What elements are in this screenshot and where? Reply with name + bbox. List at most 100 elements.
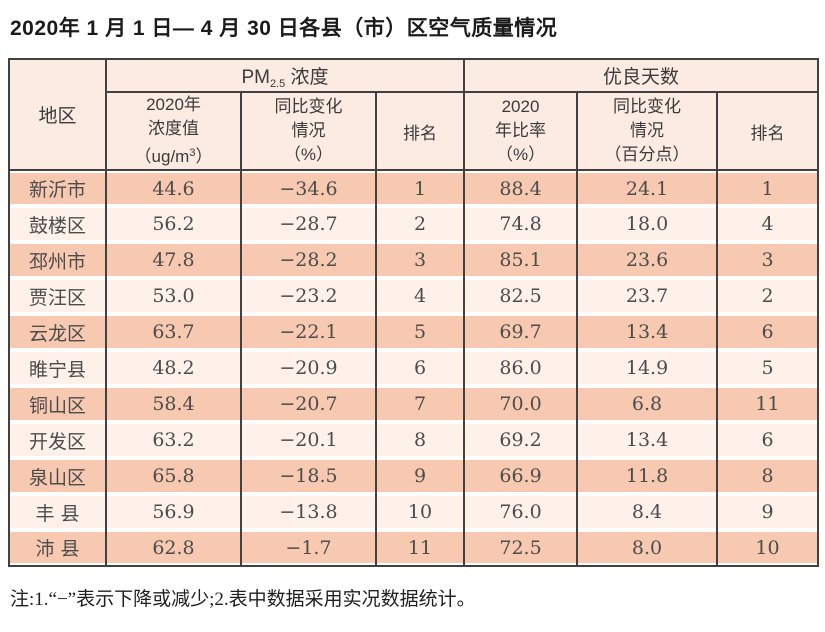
days-rank-cell: 5 — [716, 350, 820, 386]
table-header: 地区 PM2.5 浓度 优良天数 2020年 浓度值 （ug/m3） 同比变化 … — [8, 58, 820, 171]
pm-change-cell: −20.9 — [240, 350, 377, 386]
days-change-cell: 8.4 — [576, 494, 719, 530]
pm-conc-cell: 48.2 — [105, 350, 242, 386]
header-sub-row: 2020年 浓度值 （ug/m3） 同比变化 情况 （%） 排名 2020 年比… — [9, 91, 820, 171]
pm-conc-cell: 63.2 — [105, 422, 242, 458]
pm-change-cell: −34.6 — [240, 170, 377, 206]
pm-change-cell: −20.1 — [240, 422, 377, 458]
days-change-cell: 6.8 — [576, 386, 719, 422]
days-rank-cell: 1 — [716, 170, 820, 206]
ratio-cell: 66.9 — [463, 458, 579, 494]
pm-rank-cell: 4 — [374, 278, 466, 314]
ratio-cell: 69.2 — [463, 422, 579, 458]
ratio-cell: 76.0 — [463, 494, 579, 530]
pm-rank-cell: 8 — [374, 422, 466, 458]
ratio-cell: 82.5 — [463, 278, 579, 314]
header-ratio-line2: 年比率 — [495, 121, 547, 140]
header-concentration-unit: （ug/m3） — [107, 141, 240, 169]
pm-rank-cell: 3 — [374, 242, 466, 278]
pm-rank-cell: 2 — [374, 206, 466, 242]
pm25-subscript: 2.5 — [269, 77, 286, 90]
table-row: 邳州市 47.8 −28.2 3 85.1 23.6 3 — [8, 242, 820, 278]
header-pm-change-line2: 情况 — [291, 121, 326, 140]
pm-rank-cell: 5 — [374, 314, 466, 350]
header-days-change: 同比变化 情况 （百分点） — [576, 91, 719, 171]
unit-superscript: 3 — [189, 147, 196, 159]
pm-rank-cell: 10 — [374, 494, 466, 530]
pm-conc-cell: 56.2 — [105, 206, 242, 242]
header-days-rank: 排名 — [716, 91, 820, 171]
header-good-days-group: 优良天数 — [463, 58, 820, 93]
days-rank-cell: 6 — [716, 314, 820, 350]
pm-conc-cell: 65.8 — [105, 458, 242, 494]
days-change-cell: 13.4 — [576, 314, 719, 350]
page-title: 2020年 1 月 1 日— 4 月 30 日各县（市）区空气质量情况 — [10, 17, 558, 40]
ratio-cell: 69.7 — [463, 314, 579, 350]
pm-rank-cell: 9 — [374, 458, 466, 494]
region-cell: 邳州市 — [8, 242, 107, 278]
days-change-cell: 8.0 — [576, 530, 719, 566]
days-rank-cell: 2 — [716, 278, 820, 314]
days-rank-cell: 4 — [716, 206, 820, 242]
region-cell: 开发区 — [8, 422, 107, 458]
table-row: 沛 县 62.8 −1.7 11 72.5 8.0 10 — [8, 530, 820, 566]
pm-conc-cell: 58.4 — [105, 386, 242, 422]
days-rank-cell: 10 — [716, 530, 820, 566]
ratio-cell: 70.0 — [463, 386, 579, 422]
pm-conc-cell: 53.0 — [105, 278, 242, 314]
header-pm-change: 同比变化 情况 （%） — [240, 91, 377, 171]
pm-change-cell: −23.2 — [240, 278, 377, 314]
pm-rank-cell: 6 — [374, 350, 466, 386]
header-concentration-line2: 浓度值 — [148, 119, 199, 138]
region-cell: 沛 县 — [8, 530, 107, 566]
header-pm-change-unit: （%） — [283, 145, 334, 164]
pm-conc-cell: 56.9 — [105, 494, 242, 530]
pm-change-cell: −20.7 — [240, 386, 377, 422]
header-pm-rank: 排名 — [374, 91, 466, 171]
footnote: 注:1.“−”表示下降或减少;2.表中数据采用实况数据统计。 — [10, 589, 476, 610]
table-row: 泉山区 65.8 −18.5 9 66.9 11.8 8 — [8, 458, 820, 494]
table-row: 铜山区 58.4 −20.7 7 70.0 6.8 11 — [8, 386, 820, 422]
header-ratio-unit: （%） — [495, 145, 546, 164]
table-row: 鼓楼区 56.2 −28.7 2 74.8 18.0 4 — [8, 206, 820, 242]
table-body: 新沂市 44.6 −34.6 1 88.4 24.1 1 鼓楼区 56.2 −2… — [8, 170, 820, 566]
pm-change-cell: −28.2 — [240, 242, 377, 278]
region-cell: 铜山区 — [8, 386, 107, 422]
header-concentration-line1: 2020年 — [146, 95, 201, 114]
table-row: 新沂市 44.6 −34.6 1 88.4 24.1 1 — [8, 170, 820, 206]
header-pm25-group: PM2.5 浓度 — [104, 58, 466, 93]
days-change-cell: 23.7 — [576, 278, 719, 314]
days-change-cell: 14.9 — [576, 350, 719, 386]
days-rank-cell: 11 — [716, 386, 820, 422]
table-row: 丰 县 56.9 −13.8 10 76.0 8.4 9 — [8, 494, 820, 530]
ratio-cell: 86.0 — [463, 350, 579, 386]
header-region: 地区 — [8, 58, 107, 171]
pm-change-cell: −13.8 — [240, 494, 377, 530]
days-rank-cell: 6 — [716, 422, 820, 458]
days-rank-cell: 9 — [716, 494, 820, 530]
region-cell: 泉山区 — [8, 458, 107, 494]
header-pm-change-line1: 同比变化 — [274, 97, 343, 116]
days-rank-cell: 3 — [716, 242, 820, 278]
ratio-cell: 74.8 — [463, 206, 579, 242]
pm-change-cell: −1.7 — [240, 530, 377, 566]
pm25-label-pre: PM — [241, 66, 270, 88]
pm-change-cell: −28.7 — [240, 206, 377, 242]
header-days-change-unit: （百分点） — [604, 145, 690, 164]
pm25-label-post: 浓度 — [285, 66, 329, 88]
table-row: 贾汪区 53.0 −23.2 4 82.5 23.7 2 — [8, 278, 820, 314]
header-group-row: 地区 PM2.5 浓度 优良天数 — [8, 58, 820, 171]
days-rank-cell: 8 — [716, 458, 820, 494]
header-days-change-line2: 情况 — [630, 121, 665, 140]
region-cell: 贾汪区 — [8, 278, 107, 314]
pm-conc-cell: 63.7 — [105, 314, 242, 350]
pm-conc-cell: 44.6 — [105, 170, 242, 206]
pm-conc-cell: 62.8 — [105, 530, 242, 566]
pm-change-cell: −22.1 — [240, 314, 377, 350]
table-row: 云龙区 63.7 −22.1 5 69.7 13.4 6 — [8, 314, 820, 350]
region-cell: 丰 县 — [8, 494, 107, 530]
region-cell: 鼓楼区 — [8, 206, 107, 242]
region-cell: 云龙区 — [8, 314, 107, 350]
days-change-cell: 24.1 — [576, 170, 719, 206]
unit-post: ） — [195, 147, 213, 166]
